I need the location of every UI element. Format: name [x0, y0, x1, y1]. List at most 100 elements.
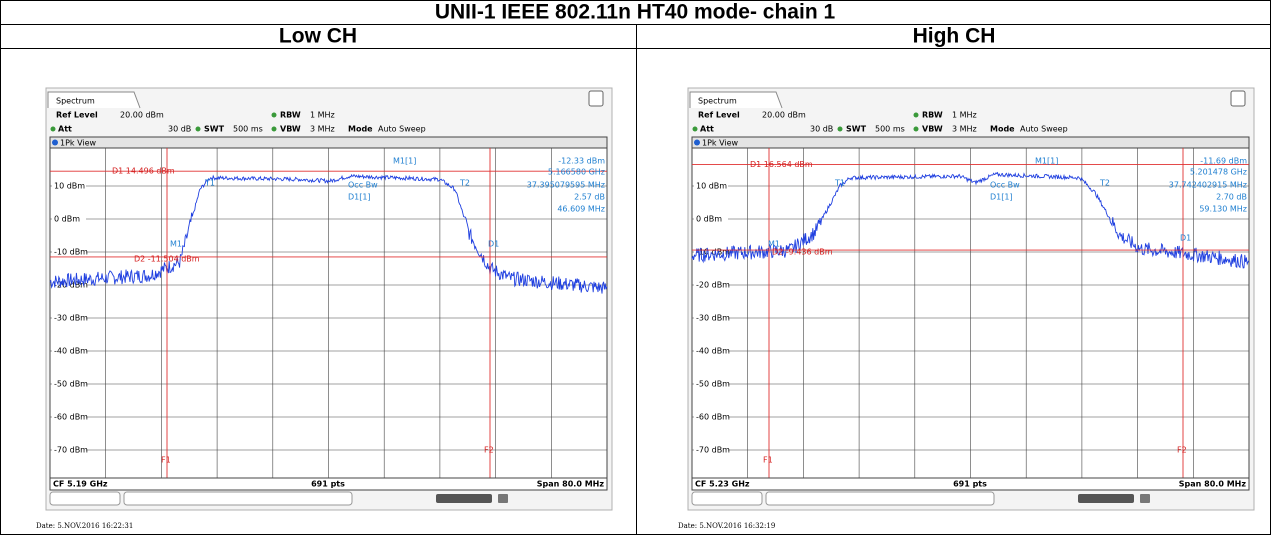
readout-label: Occ Bw: [348, 181, 378, 190]
y-label-bg: [52, 445, 86, 455]
readout-label: M1[1]: [393, 157, 416, 166]
setting-label: Ref Level: [56, 111, 98, 120]
status-indicator: [436, 494, 492, 503]
y-label: -20 dBm: [696, 281, 730, 290]
marker-label: T1: [834, 179, 845, 188]
setting-label: RBW: [280, 111, 301, 120]
y-label: -50 dBm: [54, 380, 88, 389]
footer-text: CF 5.19 GHz: [53, 480, 108, 489]
readout-label: D1[1]: [348, 193, 371, 202]
tab-label: Spectrum: [56, 97, 95, 106]
title: UNII-1 IEEE 802.11n HT40 mode- chain 1: [435, 1, 836, 24]
freq-label: F1: [763, 456, 773, 465]
setting-value: 3 MHz: [310, 125, 335, 134]
footer-text: Span 80.0 MHz: [1179, 480, 1247, 489]
view-bar: [49, 136, 608, 149]
y-label-bg: [52, 346, 86, 356]
y-label: 10 dBm: [54, 182, 85, 191]
column-header: Low CH: [279, 25, 357, 48]
y-label: -30 dBm: [54, 314, 88, 323]
setting-value: Auto Sweep: [1020, 125, 1068, 134]
marker-label: D1: [1180, 234, 1191, 243]
readout-value: 5.201478 GHz: [1190, 168, 1247, 177]
setting-dot: [692, 126, 698, 132]
date-text: Date: 5.NOV.2016 16:22:31: [36, 522, 133, 530]
view-dot: [52, 139, 58, 146]
y-label-bg: [694, 313, 728, 323]
view-label: 1Pk View: [60, 139, 97, 148]
readout-label: Occ Bw: [990, 181, 1020, 190]
y-label: -50 dBm: [696, 380, 730, 389]
view-label: 1Pk View: [702, 139, 739, 148]
y-label: -70 dBm: [696, 446, 730, 455]
y-label: -10 dBm: [696, 248, 730, 257]
trace: [691, 171, 1250, 269]
tab: [47, 91, 141, 109]
setting-value: 500 ms: [875, 125, 905, 134]
setting-value: 20.00 dBm: [120, 111, 164, 120]
setting-value: Auto Sweep: [378, 125, 426, 134]
setting-value: 30 dB: [168, 125, 191, 134]
setting-label: RBW: [922, 111, 943, 120]
freq-label: F2: [1177, 446, 1187, 455]
readout-value: 37.742402915 MHz: [1169, 181, 1247, 190]
setting-dot: [913, 126, 919, 132]
y-label: 10 dBm: [696, 182, 727, 191]
setting-value: 30 dB: [810, 125, 833, 134]
setting-label: VBW: [280, 125, 301, 134]
y-label-bg: [52, 313, 86, 323]
limit-label: D1 14.496 dBm: [112, 167, 175, 176]
setting-label: Mode: [348, 125, 373, 134]
y-label-bg: [52, 247, 86, 257]
readout-value: 37.395079595 MHz: [527, 181, 605, 190]
tab: [689, 91, 783, 109]
footer-bar: [691, 477, 1250, 491]
setting-label: SWT: [846, 125, 867, 134]
freq-label: F1: [161, 456, 171, 465]
limit-label: D2 -11.504 dBm: [134, 254, 200, 263]
setting-label: VBW: [922, 125, 943, 134]
limit-label: D2 -9.436 dBm: [772, 248, 833, 257]
footer-text: 691 pts: [953, 480, 987, 489]
view-bar: [691, 136, 1250, 149]
setting-dot: [50, 126, 56, 132]
readout-value: 46.609 MHz: [557, 205, 605, 214]
y-label: -40 dBm: [54, 347, 88, 356]
setting-label: Mode: [990, 125, 1015, 134]
marker-label: M1: [768, 240, 780, 249]
y-label-bg: [694, 214, 728, 224]
setting-dot: [271, 112, 277, 118]
status-box: [765, 491, 995, 506]
setting-dot: [271, 126, 277, 132]
setting-dot: [913, 112, 919, 118]
y-label-bg: [52, 379, 86, 389]
readout-label: D1[1]: [990, 193, 1013, 202]
date-text: Date: 5.NOV.2016 16:32:19: [678, 522, 775, 530]
readout-label: M1[1]: [1035, 157, 1058, 166]
freq-label: F2: [484, 446, 494, 455]
y-label-bg: [694, 379, 728, 389]
y-label: -20 dBm: [54, 281, 88, 290]
marker-label: T2: [459, 179, 470, 188]
status-box: [691, 491, 763, 506]
footer-bar: [49, 477, 608, 491]
y-label: -40 dBm: [696, 347, 730, 356]
menu-icon: [1230, 90, 1246, 107]
readout-value: -11.69 dBm: [1200, 157, 1247, 166]
y-label-bg: [52, 214, 86, 224]
y-label-bg: [694, 445, 728, 455]
y-label-bg: [694, 346, 728, 356]
setting-value: 500 ms: [233, 125, 263, 134]
limit-label: D1 16.564 dBm: [750, 160, 813, 169]
setting-value: 3 MHz: [952, 125, 977, 134]
trace: [49, 173, 608, 294]
readout-value: -12.33 dBm: [558, 157, 605, 166]
menu-icon: [588, 90, 604, 107]
marker-label: T2: [1099, 179, 1110, 188]
readout-value: 2.70 dB: [1216, 193, 1247, 202]
setting-label: Att: [58, 125, 72, 134]
footer-text: Span 80.0 MHz: [537, 480, 605, 489]
setting-value: 1 MHz: [310, 111, 335, 120]
footer-text: CF 5.23 GHz: [695, 480, 750, 489]
column-header: High CH: [913, 25, 996, 48]
